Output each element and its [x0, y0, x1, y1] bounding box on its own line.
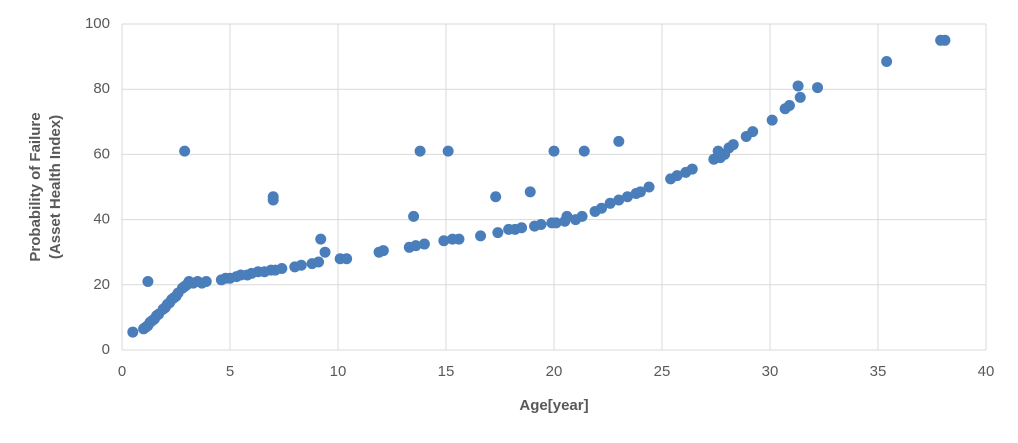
point: [881, 55, 893, 67]
point: [561, 210, 573, 222]
point: [142, 276, 154, 288]
point: [492, 227, 504, 239]
point: [613, 194, 625, 206]
point: [621, 191, 633, 203]
point: [576, 210, 588, 222]
y-tick-label: 100: [85, 15, 110, 32]
point: [313, 256, 325, 268]
point: [410, 240, 422, 252]
point: [686, 163, 698, 175]
point: [453, 233, 465, 245]
point: [179, 145, 191, 157]
y-tick-label: 40: [93, 211, 110, 228]
point: [613, 135, 625, 147]
point: [475, 230, 487, 242]
point: [596, 202, 608, 214]
y-tick-label: 0: [102, 341, 110, 358]
point: [377, 245, 389, 257]
point: [634, 186, 646, 198]
point: [315, 233, 327, 245]
y-tick-label: 60: [93, 145, 110, 162]
y-axis-label-line: (Asset Health Index): [47, 115, 64, 259]
y-tick-label: 80: [93, 80, 110, 97]
point: [438, 235, 450, 247]
x-tick-label: 5: [226, 363, 234, 380]
y-axis-label-line: Probability of Failure: [27, 112, 44, 261]
point: [319, 246, 331, 258]
point: [276, 263, 288, 274]
point: [747, 126, 759, 138]
y-axis-label: Probability of Failure (Asset Health Ind…: [27, 112, 64, 261]
point: [939, 34, 951, 46]
point: [578, 145, 590, 157]
x-tick-label: 25: [654, 363, 671, 380]
point: [524, 186, 536, 198]
point: [127, 326, 139, 338]
point: [408, 210, 420, 222]
point: [727, 139, 739, 151]
point: [535, 218, 547, 230]
point: [490, 191, 502, 203]
x-axis-label: Age[year]: [519, 397, 588, 414]
point: [442, 145, 454, 157]
point: [643, 181, 655, 193]
point: [418, 238, 430, 250]
x-tick-label: 30: [762, 363, 779, 380]
point: [267, 194, 279, 206]
point: [516, 222, 528, 234]
point: [812, 82, 824, 94]
x-tick-label: 0: [118, 363, 126, 380]
point: [604, 197, 616, 209]
point: [794, 91, 806, 103]
point: [766, 114, 778, 126]
x-tick-label: 10: [330, 363, 347, 380]
x-tick-label: 35: [870, 363, 887, 380]
point: [295, 259, 307, 271]
point: [414, 145, 426, 157]
point: [200, 276, 212, 288]
point: [792, 80, 804, 92]
x-tick-label: 15: [438, 363, 455, 380]
y-tick-label: 20: [93, 276, 110, 293]
point: [671, 170, 683, 182]
point: [341, 253, 353, 265]
point: [783, 100, 795, 111]
point: [712, 145, 724, 157]
x-tick-label: 20: [546, 363, 563, 380]
point: [548, 145, 560, 157]
x-tick-label: 40: [978, 363, 995, 380]
point: [550, 217, 562, 229]
